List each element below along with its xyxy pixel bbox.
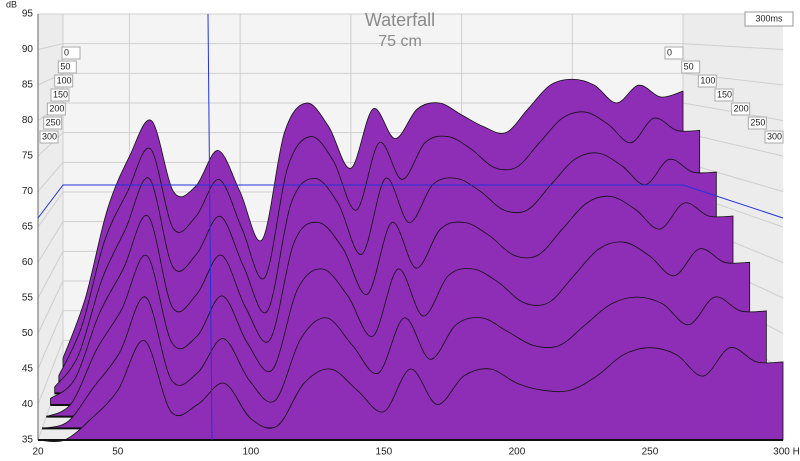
cursor-line bbox=[37, 184, 784, 219]
label-box bbox=[54, 74, 74, 88]
chart-title: Waterfall bbox=[365, 10, 435, 30]
label-box bbox=[664, 46, 684, 60]
y-tick-label: 55 bbox=[22, 293, 34, 304]
y-tick-label: 60 bbox=[22, 257, 34, 268]
grid-line bbox=[37, 191, 64, 228]
z-tick-label-right: 150 bbox=[717, 89, 732, 99]
label-box bbox=[57, 60, 77, 74]
y-tick-label: 95 bbox=[22, 9, 34, 20]
z-tick-label-right: 0 bbox=[667, 47, 672, 57]
label-box bbox=[764, 130, 784, 144]
y-tick-label: 90 bbox=[22, 44, 34, 55]
label-box bbox=[46, 102, 66, 116]
z-tick-label-left: 300 bbox=[42, 131, 57, 141]
z-tick-label-left: 150 bbox=[53, 89, 68, 99]
label-box bbox=[681, 60, 701, 74]
y-tick-label: 45 bbox=[22, 364, 34, 375]
y-axis-label: dB bbox=[6, 0, 17, 9]
x-tick-label: 300 Hz bbox=[773, 447, 800, 458]
grid-line bbox=[682, 43, 784, 50]
grid-line bbox=[37, 43, 64, 50]
label-box bbox=[714, 88, 734, 102]
x-tick-label: 200 bbox=[509, 447, 526, 458]
y-tick-label: 80 bbox=[22, 115, 34, 126]
z-tick-label-left: 100 bbox=[57, 75, 72, 85]
x-tick-label: 20 bbox=[32, 447, 44, 458]
z-tick-label-left: 0 bbox=[64, 47, 69, 57]
z-tick-label-right: 200 bbox=[734, 103, 749, 113]
y-tick-label: 65 bbox=[22, 222, 34, 233]
slices bbox=[37, 78, 784, 442]
y-tick-label: 70 bbox=[22, 186, 34, 197]
grid-line bbox=[37, 251, 64, 299]
z-tick-label-left: 250 bbox=[46, 117, 61, 127]
label-box bbox=[39, 130, 59, 144]
x-tick-label: 250 bbox=[642, 447, 659, 458]
y-tick-label: 85 bbox=[22, 80, 34, 91]
y-tick-label: 35 bbox=[22, 435, 34, 446]
chart-subtitle: 75 cm bbox=[378, 33, 422, 50]
label-box bbox=[50, 88, 70, 102]
x-tick-label: 50 bbox=[112, 447, 124, 458]
label-box bbox=[744, 11, 794, 27]
z-tick-label-right: 100 bbox=[700, 75, 715, 85]
z-tick-label-left: 200 bbox=[49, 103, 64, 113]
z-tick-label-right: 300 bbox=[767, 131, 782, 141]
grid-line bbox=[37, 280, 64, 334]
x-tick-label: 150 bbox=[376, 447, 393, 458]
cursor-line bbox=[207, 13, 213, 441]
grid-line bbox=[37, 310, 64, 370]
decay-slice bbox=[37, 340, 784, 442]
time-span-label: 300ms bbox=[755, 13, 783, 23]
label-box bbox=[747, 116, 767, 130]
z-tick-label-right: 50 bbox=[684, 61, 694, 71]
z-tick-label-right: 250 bbox=[750, 117, 765, 127]
label-box bbox=[61, 46, 81, 60]
label-box bbox=[731, 102, 751, 116]
grid-line bbox=[37, 340, 64, 405]
y-tick-label: 75 bbox=[22, 151, 34, 162]
x-tick-label: 100 bbox=[243, 447, 260, 458]
y-tick-label: 50 bbox=[22, 328, 34, 339]
label-box bbox=[43, 116, 63, 130]
z-tick-label-left: 50 bbox=[60, 61, 70, 71]
grid-line bbox=[37, 221, 64, 263]
y-tick-label: 40 bbox=[22, 399, 34, 410]
grid-line bbox=[37, 132, 64, 157]
grid-line bbox=[37, 162, 64, 192]
label-box bbox=[697, 74, 717, 88]
